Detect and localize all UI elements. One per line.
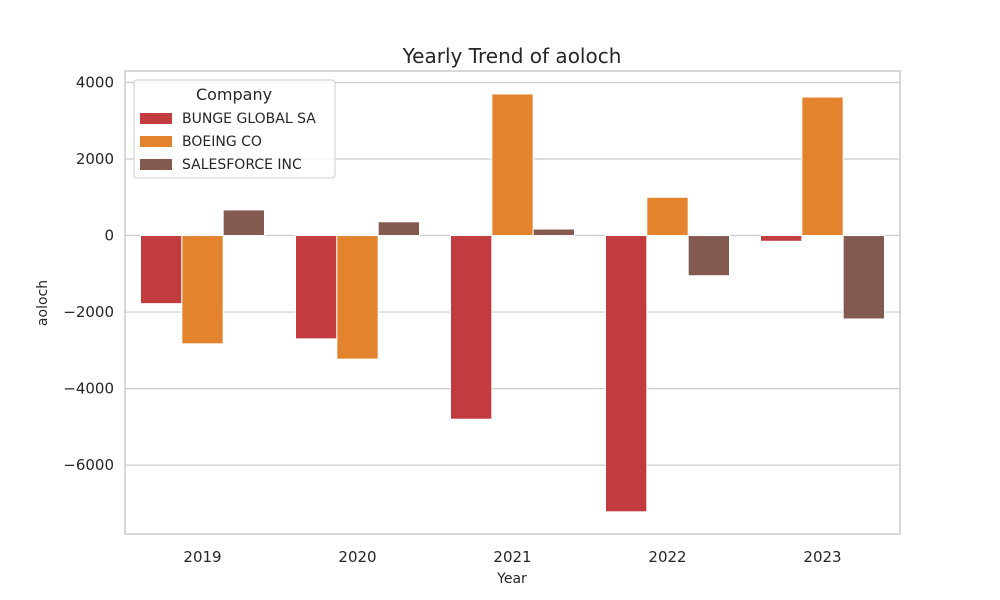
legend: Company BUNGE GLOBAL SA BOEING CO SALESFOR… xyxy=(133,79,336,179)
bar xyxy=(295,235,338,340)
legend-title: Company xyxy=(196,85,272,104)
x-tick-label: 2020 xyxy=(338,548,376,566)
x-tick-label: 2019 xyxy=(183,548,221,566)
y-axis-label: aoloch xyxy=(35,280,51,326)
y-tick-label: −2000 xyxy=(63,303,114,321)
bar xyxy=(181,235,224,345)
bar xyxy=(532,228,576,237)
legend-swatch xyxy=(140,159,172,170)
bar xyxy=(377,221,420,237)
plot-frame xyxy=(124,70,901,535)
legend-label: BOEING CO xyxy=(182,134,262,150)
y-tick-label: −6000 xyxy=(63,456,114,474)
bar xyxy=(687,235,731,277)
y-ticks: −6000 −4000 −2000 0 2000 4000 xyxy=(63,73,114,474)
bar xyxy=(222,209,266,237)
bar xyxy=(842,235,886,320)
x-tick-label: 2023 xyxy=(803,548,841,566)
y-tick-label: 4000 xyxy=(76,73,114,91)
bar xyxy=(605,235,648,513)
legend-swatch xyxy=(140,113,172,124)
bar xyxy=(491,93,534,237)
x-tick-label: 2022 xyxy=(648,548,686,566)
bar xyxy=(140,235,183,305)
legend-items: BUNGE GLOBAL SA BOEING CO SALESFORCE INC xyxy=(140,111,316,173)
y-tick-label: 2000 xyxy=(76,150,114,168)
legend-frame xyxy=(133,79,336,179)
chart-title: Yearly Trend of aoloch xyxy=(402,44,622,68)
x-axis-label: Year xyxy=(496,571,527,587)
x-tick-label: 2021 xyxy=(493,548,531,566)
legend-label: BUNGE GLOBAL SA xyxy=(182,111,316,127)
bar xyxy=(646,196,689,237)
bars xyxy=(140,93,886,513)
bar xyxy=(760,235,803,242)
y-tick-label: 0 xyxy=(104,227,114,245)
legend-swatch xyxy=(140,136,172,147)
bar xyxy=(336,235,379,360)
bar xyxy=(450,235,493,420)
legend-label: SALESFORCE INC xyxy=(182,157,302,173)
y-tick-label: −4000 xyxy=(63,380,114,398)
bar xyxy=(801,96,844,237)
x-ticks: 2019 2020 2021 2022 2023 xyxy=(183,548,841,566)
